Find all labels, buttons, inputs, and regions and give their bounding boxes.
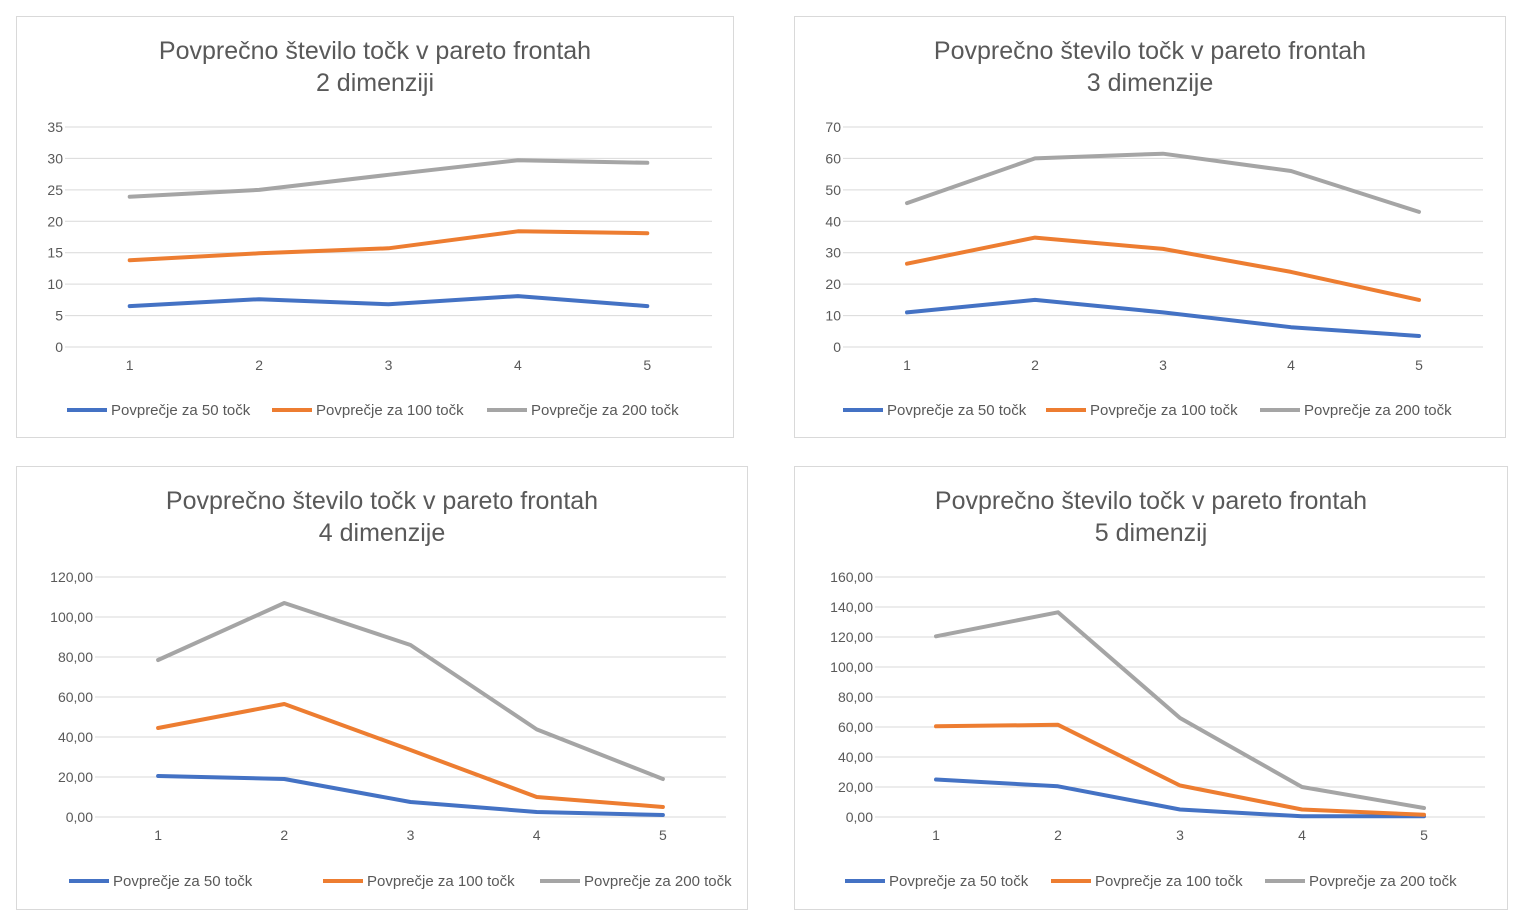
x-tick-label: 1 — [903, 357, 911, 373]
y-tick-label: 60,00 — [838, 719, 873, 735]
y-tick-label: 140,00 — [830, 599, 873, 615]
y-tick-label: 15 — [47, 245, 63, 261]
y-tick-label: 100,00 — [50, 609, 93, 625]
series-line-3 — [905, 151, 1421, 214]
x-tick-label: 3 — [1176, 827, 1184, 843]
x-tick-label: 5 — [1420, 827, 1428, 843]
legend-label: Povprečje za 200 točk — [1304, 402, 1452, 419]
series-line-1 — [934, 777, 1426, 819]
chart-panel-3: Povprečno število točk v pareto frontah 4… — [16, 466, 748, 910]
x-tick-label: 5 — [643, 357, 651, 373]
y-tick-label: 20 — [47, 213, 63, 229]
y-tick-label: 35 — [47, 119, 63, 135]
y-tick-label: 5 — [55, 308, 63, 324]
x-tick-label: 2 — [280, 827, 288, 843]
legend-label: Povprečje za 50 točk — [113, 873, 253, 890]
chart-title: Povprečno število točk v pareto frontah 4… — [17, 485, 747, 549]
chart-panel-4: Povprečno število točk v pareto frontah 5… — [794, 466, 1508, 910]
legend-label: Povprečje za 100 točk — [1090, 402, 1238, 419]
chart-subtitle-line: 5 dimenzij — [1094, 519, 1208, 547]
y-tick-label: 40,00 — [58, 729, 93, 745]
x-tick-label: 1 — [126, 357, 134, 373]
chart-title-line: Povprečno število točk v pareto frontah — [158, 37, 592, 65]
legend-label: Povprečje za 100 točk — [1095, 873, 1243, 890]
chart-svg: 0 10 20 30 40 50 60 70 1 2 3 4 5 Povprečje za 50 točk… — [825, 119, 1483, 419]
y-tick-label: 80,00 — [838, 689, 873, 705]
chart-svg: 0,00 20,00 40,00 60,00 80,00 100,00 120,00 140,… — [830, 569, 1485, 890]
x-tick-label: 3 — [407, 827, 415, 843]
chart-svg: 0 5 10 15 20 25 30 35 1 2 3 4 5 Povprečje za 50 točk P… — [47, 119, 712, 419]
legend-label: Povprečje za 100 točk — [367, 873, 515, 890]
y-tick-label: 20 — [825, 276, 841, 292]
legend-label: Povprečje za 200 točk — [531, 402, 679, 419]
x-tick-label: 4 — [1287, 357, 1295, 373]
series-line-2 — [156, 702, 665, 809]
legend-label: Povprečje za 200 točk — [584, 873, 732, 890]
chart-title: Povprečno število točk v pareto frontah 3… — [795, 35, 1505, 99]
series-line-3 — [127, 158, 650, 199]
x-tick-label: 2 — [1054, 827, 1062, 843]
chart-svg: 0,00 20,00 40,00 60,00 80,00 100,00 120,00 1 2 3 4… — [50, 569, 732, 890]
y-tick-label: 100,00 — [830, 659, 873, 675]
y-tick-label: 0,00 — [846, 809, 873, 825]
chart-title-line: Povprečno število točk v pareto frontah — [933, 37, 1367, 65]
y-tick-label: 0 — [55, 339, 63, 355]
chart-title-line: Povprečno število točk v pareto frontah — [165, 487, 599, 515]
y-tick-label: 10 — [825, 308, 841, 324]
y-tick-label: 70 — [825, 119, 841, 135]
legend-label: Povprečje za 50 točk — [887, 402, 1027, 419]
chart-subtitle-line: 3 dimenzije — [1086, 69, 1214, 97]
chart-subtitle-line: 4 dimenzije — [318, 519, 446, 547]
y-tick-label: 80,00 — [58, 649, 93, 665]
x-tick-label: 1 — [932, 827, 940, 843]
x-tick-label: 5 — [1415, 357, 1423, 373]
x-tick-label: 4 — [514, 357, 522, 373]
legend-label: Povprečje za 50 točk — [111, 402, 251, 419]
chart-subtitle-line: 2 dimenziji — [315, 69, 435, 97]
series-line-1 — [127, 294, 650, 309]
chart-title-line: Povprečno število točk v pareto frontah — [934, 487, 1368, 515]
y-tick-label: 0,00 — [66, 809, 93, 825]
x-tick-label: 3 — [385, 357, 393, 373]
series-line-2 — [127, 229, 650, 263]
series-line-2 — [934, 722, 1426, 817]
y-tick-label: 120,00 — [50, 569, 93, 585]
y-tick-label: 50 — [825, 182, 841, 198]
y-tick-label: 120,00 — [830, 629, 873, 645]
y-tick-label: 30 — [825, 245, 841, 261]
series-line-2 — [905, 235, 1421, 302]
y-tick-label: 160,00 — [830, 569, 873, 585]
x-tick-label: 2 — [255, 357, 263, 373]
y-tick-label: 20,00 — [58, 769, 93, 785]
x-tick-label: 1 — [154, 827, 162, 843]
series-line-1 — [156, 774, 665, 817]
y-tick-label: 30 — [47, 150, 63, 166]
y-tick-label: 25 — [47, 182, 63, 198]
series-line-3 — [934, 610, 1426, 810]
y-tick-label: 60,00 — [58, 689, 93, 705]
legend-label: Povprečje za 50 točk — [889, 873, 1029, 890]
x-tick-label: 2 — [1031, 357, 1039, 373]
series-line-3 — [156, 601, 665, 781]
chart-title: Povprečno število točk v pareto frontah 5… — [795, 485, 1507, 549]
y-tick-label: 0 — [833, 339, 841, 355]
y-tick-label: 40,00 — [838, 749, 873, 765]
y-tick-label: 60 — [825, 150, 841, 166]
x-tick-label: 4 — [1298, 827, 1306, 843]
x-tick-label: 5 — [659, 827, 667, 843]
legend-label: Povprečje za 100 točk — [316, 402, 464, 419]
y-tick-label: 10 — [47, 276, 63, 292]
y-tick-label: 40 — [825, 213, 841, 229]
chart-title: Povprečno število točk v pareto frontah 2… — [17, 35, 733, 99]
chart-panel-2: Povprečno število točk v pareto frontah 3… — [794, 16, 1506, 438]
legend-label: Povprečje za 200 točk — [1309, 873, 1457, 890]
chart-panel-1: Povprečno število točk v pareto frontah 2… — [16, 16, 734, 438]
x-tick-label: 3 — [1159, 357, 1167, 373]
x-tick-label: 4 — [533, 827, 541, 843]
series-line-1 — [905, 297, 1421, 338]
y-tick-label: 20,00 — [838, 779, 873, 795]
